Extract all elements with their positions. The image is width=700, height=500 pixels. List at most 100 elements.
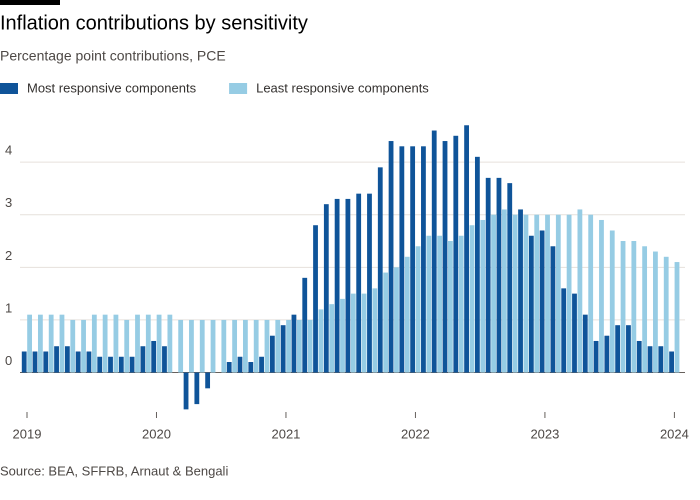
bar bbox=[91, 314, 97, 373]
bar bbox=[588, 214, 594, 373]
bar bbox=[415, 246, 421, 373]
bar bbox=[361, 293, 367, 373]
bar bbox=[480, 219, 486, 373]
bar bbox=[97, 356, 103, 373]
bar bbox=[593, 340, 599, 373]
bar bbox=[642, 246, 648, 373]
bar bbox=[345, 198, 351, 373]
bar bbox=[501, 209, 507, 373]
y-tick-label: 2 bbox=[5, 248, 12, 263]
bar bbox=[156, 314, 162, 373]
bar bbox=[566, 214, 572, 373]
bar bbox=[528, 235, 534, 373]
bar bbox=[534, 214, 540, 373]
bar bbox=[383, 272, 389, 373]
bar bbox=[464, 125, 469, 373]
bar bbox=[129, 356, 135, 373]
bar bbox=[426, 235, 432, 373]
bar bbox=[653, 251, 658, 373]
bar bbox=[194, 372, 200, 405]
bar bbox=[367, 193, 372, 373]
bar bbox=[205, 372, 211, 389]
legend-swatch bbox=[229, 83, 248, 94]
chart-subtitle: Percentage point contributions, PCE bbox=[0, 48, 226, 64]
bar bbox=[437, 235, 443, 373]
bar bbox=[609, 230, 615, 373]
bar bbox=[421, 146, 426, 373]
bar bbox=[237, 356, 243, 373]
y-tick-label: 1 bbox=[5, 300, 12, 315]
bar bbox=[302, 277, 308, 373]
bar bbox=[485, 177, 491, 373]
bar bbox=[458, 235, 464, 373]
bar bbox=[145, 314, 151, 373]
y-tick-label: 3 bbox=[5, 195, 12, 210]
bar bbox=[631, 241, 637, 373]
bar bbox=[108, 356, 113, 373]
bar bbox=[199, 319, 205, 373]
bar bbox=[561, 288, 567, 373]
bar bbox=[167, 314, 173, 373]
bar bbox=[636, 340, 642, 373]
bar bbox=[54, 346, 59, 373]
bar bbox=[356, 193, 362, 373]
y-tick-label: 0 bbox=[5, 353, 12, 368]
chart-title: Inflation contributions by sensitivity bbox=[0, 12, 308, 34]
bar bbox=[313, 225, 318, 373]
bar bbox=[555, 214, 561, 373]
bar bbox=[37, 314, 43, 373]
bar bbox=[496, 177, 502, 373]
bar bbox=[113, 314, 119, 373]
bar bbox=[377, 167, 383, 373]
bar bbox=[453, 135, 459, 373]
bar bbox=[280, 325, 286, 373]
bar bbox=[663, 256, 669, 373]
x-tick-label: 2022 bbox=[401, 426, 430, 441]
bar bbox=[70, 319, 76, 373]
bar bbox=[372, 288, 378, 373]
bar bbox=[264, 319, 270, 373]
bar bbox=[210, 319, 216, 373]
bar bbox=[323, 204, 329, 373]
bar bbox=[647, 346, 653, 373]
bar bbox=[21, 351, 27, 373]
bar bbox=[512, 214, 518, 373]
bar bbox=[550, 246, 556, 373]
bar bbox=[27, 314, 32, 373]
bar bbox=[286, 319, 291, 373]
bar bbox=[518, 209, 523, 373]
bar bbox=[32, 351, 38, 373]
x-tick-label: 2024 bbox=[660, 426, 689, 441]
bar bbox=[507, 183, 513, 373]
source: Source: BEA, SFFRB, Arnaut & Bengali bbox=[0, 463, 228, 478]
bar bbox=[474, 156, 480, 373]
bar bbox=[307, 319, 313, 373]
bar bbox=[626, 325, 631, 373]
bar bbox=[604, 335, 610, 373]
bar bbox=[291, 314, 297, 373]
bar bbox=[334, 198, 340, 373]
bar bbox=[243, 319, 248, 373]
bar bbox=[388, 141, 394, 373]
bar bbox=[442, 141, 448, 373]
bar bbox=[620, 241, 626, 373]
bar bbox=[48, 314, 54, 373]
bar bbox=[59, 314, 65, 373]
x-tick-label: 2021 bbox=[271, 426, 300, 441]
bar bbox=[124, 319, 130, 373]
bar bbox=[64, 346, 70, 373]
bar bbox=[582, 314, 588, 373]
legend-swatch bbox=[0, 83, 18, 94]
bar bbox=[431, 130, 437, 373]
bar bbox=[275, 319, 281, 373]
bar bbox=[226, 362, 232, 373]
bar bbox=[577, 209, 583, 373]
bar bbox=[674, 262, 680, 373]
legend-label: Most responsive components bbox=[27, 80, 197, 95]
bar bbox=[545, 214, 550, 373]
bar bbox=[318, 309, 324, 373]
bar bbox=[248, 362, 254, 373]
bar bbox=[253, 319, 259, 373]
bar bbox=[232, 319, 238, 373]
